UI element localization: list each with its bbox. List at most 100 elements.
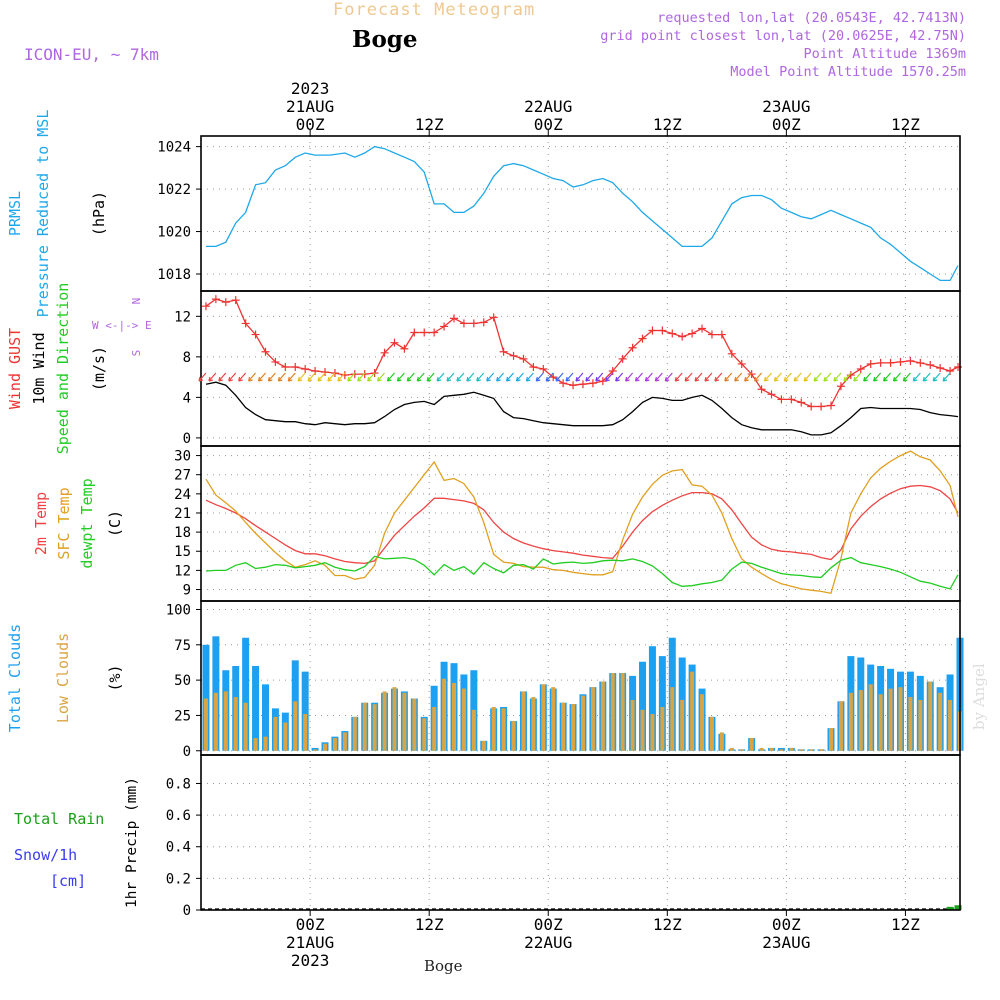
- pressure-series-prmsl: [206, 145, 959, 282]
- temperature-panel-frame: [200, 445, 961, 602]
- wind-gust-marker: [807, 402, 816, 411]
- wind-direction-arrow: [396, 372, 405, 382]
- wind-gust-marker: [846, 371, 855, 380]
- wind-direction-arrow: [367, 372, 376, 382]
- clouds-ytick-label: 0: [183, 744, 191, 760]
- wind-direction-arrow: [595, 372, 604, 382]
- wind-gust-marker: [698, 324, 707, 333]
- wind-gust-marker: [926, 360, 935, 369]
- wind-direction-arrow: [525, 372, 534, 382]
- pressure-ytick-label: 1022: [157, 182, 191, 198]
- wind-direction-arrow: [813, 372, 822, 382]
- wind-gust-marker: [638, 334, 647, 343]
- low-cloud-bar: [571, 704, 576, 751]
- low-cloud-bar: [590, 687, 595, 751]
- wind-direction-arrow: [456, 372, 465, 382]
- wind-direction-arrow: [892, 372, 901, 382]
- low-cloud-bar: [700, 694, 705, 751]
- model-point-altitude: Model Point Altitude 1570.25m: [730, 64, 966, 80]
- low-cloud-bar: [213, 692, 218, 751]
- wind-direction-arrow: [912, 372, 921, 382]
- wind-gust-marker: [886, 358, 895, 367]
- wind-axis-label: Wind GUST: [6, 328, 24, 409]
- wind-gust-marker: [529, 362, 538, 371]
- wind-direction-arrow: [337, 372, 346, 382]
- bottom-time-label: 12Z: [891, 915, 920, 934]
- wind-direction-arrow: [416, 372, 425, 382]
- bottom-time-label: 22AUG: [524, 933, 572, 952]
- low-cloud-bar: [521, 691, 526, 751]
- wind-direction-arrow: [922, 372, 931, 382]
- total-cloud-bar: [301, 671, 309, 751]
- wind-unit-label: (m/s): [90, 346, 108, 391]
- wind-direction-arrow: [575, 372, 584, 382]
- wind-gust-marker: [628, 343, 637, 352]
- temperature-ytick-label: 15: [174, 544, 191, 560]
- wind-direction-arrow: [307, 372, 316, 382]
- wind-gust-marker: [737, 359, 746, 368]
- wind-gust-marker: [271, 357, 280, 366]
- wind-gust-marker: [559, 379, 568, 388]
- wind-direction-arrow: [634, 372, 643, 382]
- wind-gust-marker: [420, 328, 429, 337]
- clouds-ytick-label: 50: [174, 673, 191, 689]
- wind-gust-marker: [757, 385, 766, 394]
- wind-direction-arrow: [386, 372, 395, 382]
- wind-direction-arrow: [436, 372, 445, 382]
- low-cloud-bar: [283, 722, 288, 751]
- low-cloud-bar: [303, 714, 308, 751]
- footer-station: Boge: [424, 957, 463, 975]
- wind-direction-arrow: [694, 372, 703, 382]
- wind-direction-arrow: [714, 372, 723, 382]
- wind-direction-arrow: [267, 372, 276, 382]
- wind-gust-marker: [499, 347, 508, 356]
- wind-direction-arrow: [763, 372, 772, 382]
- low-cloud-bar: [838, 701, 843, 751]
- low-cloud-bar: [769, 747, 774, 751]
- low-cloud-bar: [948, 699, 953, 751]
- wind-direction-arrow: [218, 372, 227, 382]
- wind-gust-marker: [281, 362, 290, 371]
- low-cloud-bar: [392, 687, 397, 751]
- low-cloud-bar: [858, 690, 863, 751]
- wind-gust-marker: [201, 302, 210, 311]
- low-cloud-bar: [233, 697, 238, 751]
- closest-coords: grid point closest lon,lat (20.0625E, 42…: [600, 28, 966, 44]
- top-time-label: 22AUG: [524, 97, 572, 116]
- wind-gust-marker: [668, 329, 677, 338]
- wind-direction-arrow: [208, 372, 217, 382]
- wind-direction-arrow: [277, 372, 286, 382]
- low-cloud-bar: [898, 687, 903, 751]
- wind-direction-arrow: [327, 372, 336, 382]
- low-cloud-bar: [551, 687, 556, 751]
- low-cloud-bar: [620, 673, 625, 751]
- wind-gust-marker: [251, 330, 260, 339]
- total-cloud-bar: [242, 637, 250, 751]
- top-time-label: 00Z: [534, 115, 563, 134]
- wind-direction-arrow: [674, 372, 683, 382]
- low-cloud-bar: [600, 681, 605, 751]
- precip-ytick-label: 0.6: [166, 808, 191, 824]
- precip-legend-label: Snow/1h: [14, 846, 77, 864]
- wind-direction-arrow: [297, 372, 306, 382]
- temperature-axis-label: dewpt Temp: [78, 478, 96, 568]
- wind-direction-arrow: [198, 372, 207, 382]
- wind-direction-arrow: [476, 372, 485, 382]
- wind-direction-arrow: [902, 372, 911, 382]
- wind-gust-marker: [410, 328, 419, 337]
- wind-gust-marker: [648, 326, 657, 335]
- low-cloud-bar: [452, 682, 456, 751]
- precip-ytick-label: 0.8: [166, 776, 191, 792]
- wind-direction-arrow: [823, 372, 832, 382]
- wind-series-gust: [205, 298, 959, 408]
- point-altitude: Point Altitude 1369m: [803, 46, 966, 62]
- low-cloud-bar: [253, 738, 258, 751]
- low-cloud-bar: [541, 684, 546, 751]
- model-label: ICON-EU, ~ 7km: [24, 45, 159, 64]
- wind-gust-marker: [954, 362, 963, 371]
- low-cloud-bar: [630, 699, 635, 751]
- low-cloud-bar: [481, 740, 486, 751]
- wind-direction-arrow: [882, 372, 892, 382]
- precip-unit-label: 1hr Precip (mm): [124, 777, 140, 908]
